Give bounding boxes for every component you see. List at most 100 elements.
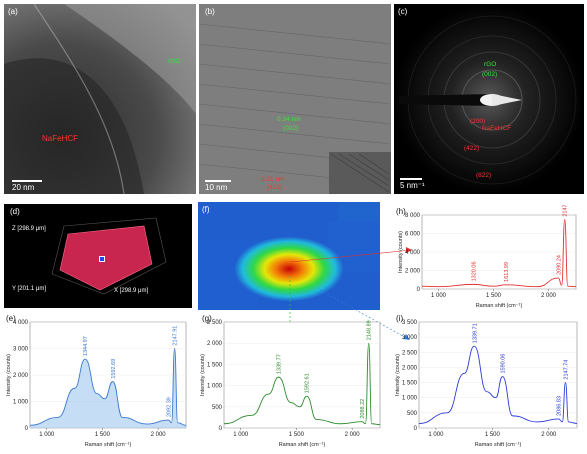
y-tick-label: 2 500 <box>207 320 223 326</box>
x-tick-label: 1 500 <box>486 293 502 299</box>
x-tick-label: 2 000 <box>541 432 557 438</box>
spectrum-line <box>418 345 578 424</box>
z-axis-label: Z [298.9 μm] <box>12 226 46 232</box>
y-tick-label: 2 500 <box>402 350 418 356</box>
scale-bar <box>400 178 422 180</box>
panel-f-letter: (f) <box>202 205 210 214</box>
x-tick-label: 2 000 <box>541 293 557 299</box>
y-axis-title: Intensity (counts) <box>200 354 206 396</box>
peak-label: 1592.69 <box>111 359 117 379</box>
bottom-plane-label: (422) <box>267 184 283 191</box>
peak-label: 2147.91 <box>173 326 179 346</box>
panel-f-raman-map: (f) <box>198 202 380 310</box>
panel-a-letter: (a) <box>8 7 18 16</box>
peak-label: 2147.62 <box>563 205 569 217</box>
y-axis-title: Intensity (counts) <box>395 354 401 396</box>
plot-area <box>223 321 381 429</box>
peak-label: 2092.39 <box>166 397 172 417</box>
scale-label: 20 nm <box>12 183 35 192</box>
rgo-label: rGO <box>484 61 497 68</box>
panel-h-letter: (h) <box>396 207 406 216</box>
y-tick-label: 1 000 <box>402 396 418 402</box>
peak-label: 1613.99 <box>504 262 510 282</box>
plane-422-label: (422) <box>464 145 480 152</box>
scale-bar <box>205 180 231 182</box>
plane-822-label: (822) <box>476 172 492 179</box>
x-tick-label: 1 000 <box>233 432 249 438</box>
x-axis-title: Raman shift (cm⁻¹) <box>279 442 326 448</box>
raman-spectrum-g: 0 500 1 000 1 500 2 000 2 500 1 000 1 500 2 000 R… <box>200 320 381 448</box>
panel-d-letter: (d) <box>10 207 20 216</box>
tem-image-b: (b) 0.34 nm (002) 0.21 nm (422) 10 nm <box>199 4 391 194</box>
y-tick-label: 1 000 <box>13 400 29 406</box>
raman-spectrum-e: 0 1 000 2 000 3 000 4 000 1 000 1 500 2 000 Rama… <box>6 320 187 448</box>
y-tick-label: 3 500 <box>402 320 418 326</box>
y-tick-label: 1 500 <box>207 362 223 368</box>
plane-label: (002) <box>283 125 299 132</box>
spectrum-line <box>223 342 381 426</box>
peak-label: 1592.61 <box>305 373 311 393</box>
panel-d-3d-map: (d) Z [298.9 μm] Y [201.1 μm] X [298.9 μ… <box>4 204 192 308</box>
y-tick-label: 500 <box>407 411 418 417</box>
scale-label: 10 nm <box>205 183 228 192</box>
peak-label: 2090.24 <box>556 255 562 275</box>
y-tick-label: 3 000 <box>402 335 418 341</box>
nafehcf-label: NaFeHCF <box>42 134 79 143</box>
blue-arrow-head <box>403 334 410 340</box>
y-tick-label: 6 000 <box>405 232 421 238</box>
nafehcf-label: NaFeHCF <box>482 125 512 132</box>
nafehcf-plane-label: (200) <box>470 118 486 125</box>
red-arrow <box>289 249 413 263</box>
y-tick-label: 2 000 <box>207 341 223 347</box>
y-tick-label: 2 000 <box>402 365 418 371</box>
peak-label: 1320.06 <box>472 261 478 281</box>
x-tick-label: 1 500 <box>485 432 501 438</box>
y-axis-title: Intensity (counts) <box>398 231 404 273</box>
raman-spectrum-h: 0 2 000 4 000 6 000 8 000 1 000 1 500 2 000 Rama… <box>398 205 577 309</box>
lattice-label: 0.34 nm <box>277 116 301 123</box>
rgo-label: rGO <box>168 58 181 65</box>
y-tick-label: 2 000 <box>405 269 421 275</box>
tem-image-a: (a) rGO NaFeHCF 20 nm <box>4 4 196 194</box>
peak-label: 1590.06 <box>501 354 507 374</box>
y-tick-label: 1 000 <box>207 384 223 390</box>
saed-pattern-c: (c) rGO (002) (200) NaFeHCF (422) (822) … <box>394 4 584 194</box>
peak-label: 1339.71 <box>472 323 478 343</box>
y-tick-label: 0 <box>417 287 421 293</box>
peak-label: 1339.77 <box>277 354 283 374</box>
x-axis-label: X [298.9 μm] <box>114 288 149 294</box>
map-3d-graphic <box>51 217 167 295</box>
spectrum-line <box>29 348 187 426</box>
panel-g-letter: (g) <box>202 314 212 323</box>
x-tick-label: 1 000 <box>431 293 447 299</box>
y-tick-label: 0 <box>25 426 29 432</box>
y-tick-label: 4 000 <box>405 250 421 256</box>
spectrum-line <box>421 219 577 288</box>
x-axis-title: Raman shift (cm⁻¹) <box>85 442 132 448</box>
panel-b-letter: (b) <box>205 7 215 16</box>
peak-label: 2148.89 <box>367 320 373 340</box>
y-tick-label: 3 000 <box>13 347 29 353</box>
peak-label: 2086.83 <box>557 396 563 416</box>
peak-label: 2147.74 <box>563 360 569 380</box>
panel-c-letter: (c) <box>398 7 408 16</box>
y-tick-label: 0 <box>219 426 223 432</box>
x-axis-title: Raman shift (cm⁻¹) <box>476 303 523 309</box>
tem-image-a-graphic <box>4 4 196 194</box>
panel-i-letter: (i) <box>396 314 404 323</box>
tem-image-b-graphic <box>199 4 391 194</box>
rgo-plane-label: (002) <box>482 71 498 78</box>
bottom-lattice-label: 0.21 nm <box>261 176 285 183</box>
y-tick-label: 2 000 <box>13 373 29 379</box>
scale-bar <box>12 180 42 182</box>
x-tick-label: 2 000 <box>345 432 361 438</box>
y-tick-label: 1 500 <box>402 381 418 387</box>
x-tick-label: 2 000 <box>151 432 167 438</box>
raman-spectrum-i: 0 500 1 000 1 500 2 000 2 500 3 000 3 500 1 000 1… <box>395 320 578 448</box>
peak-label: 2088.22 <box>360 399 366 419</box>
y-axis-title: Intensity (counts) <box>6 354 12 396</box>
scale-label: 5 nm⁻¹ <box>400 181 425 190</box>
x-tick-label: 1 500 <box>289 432 305 438</box>
y-tick-label: 0 <box>414 426 418 432</box>
